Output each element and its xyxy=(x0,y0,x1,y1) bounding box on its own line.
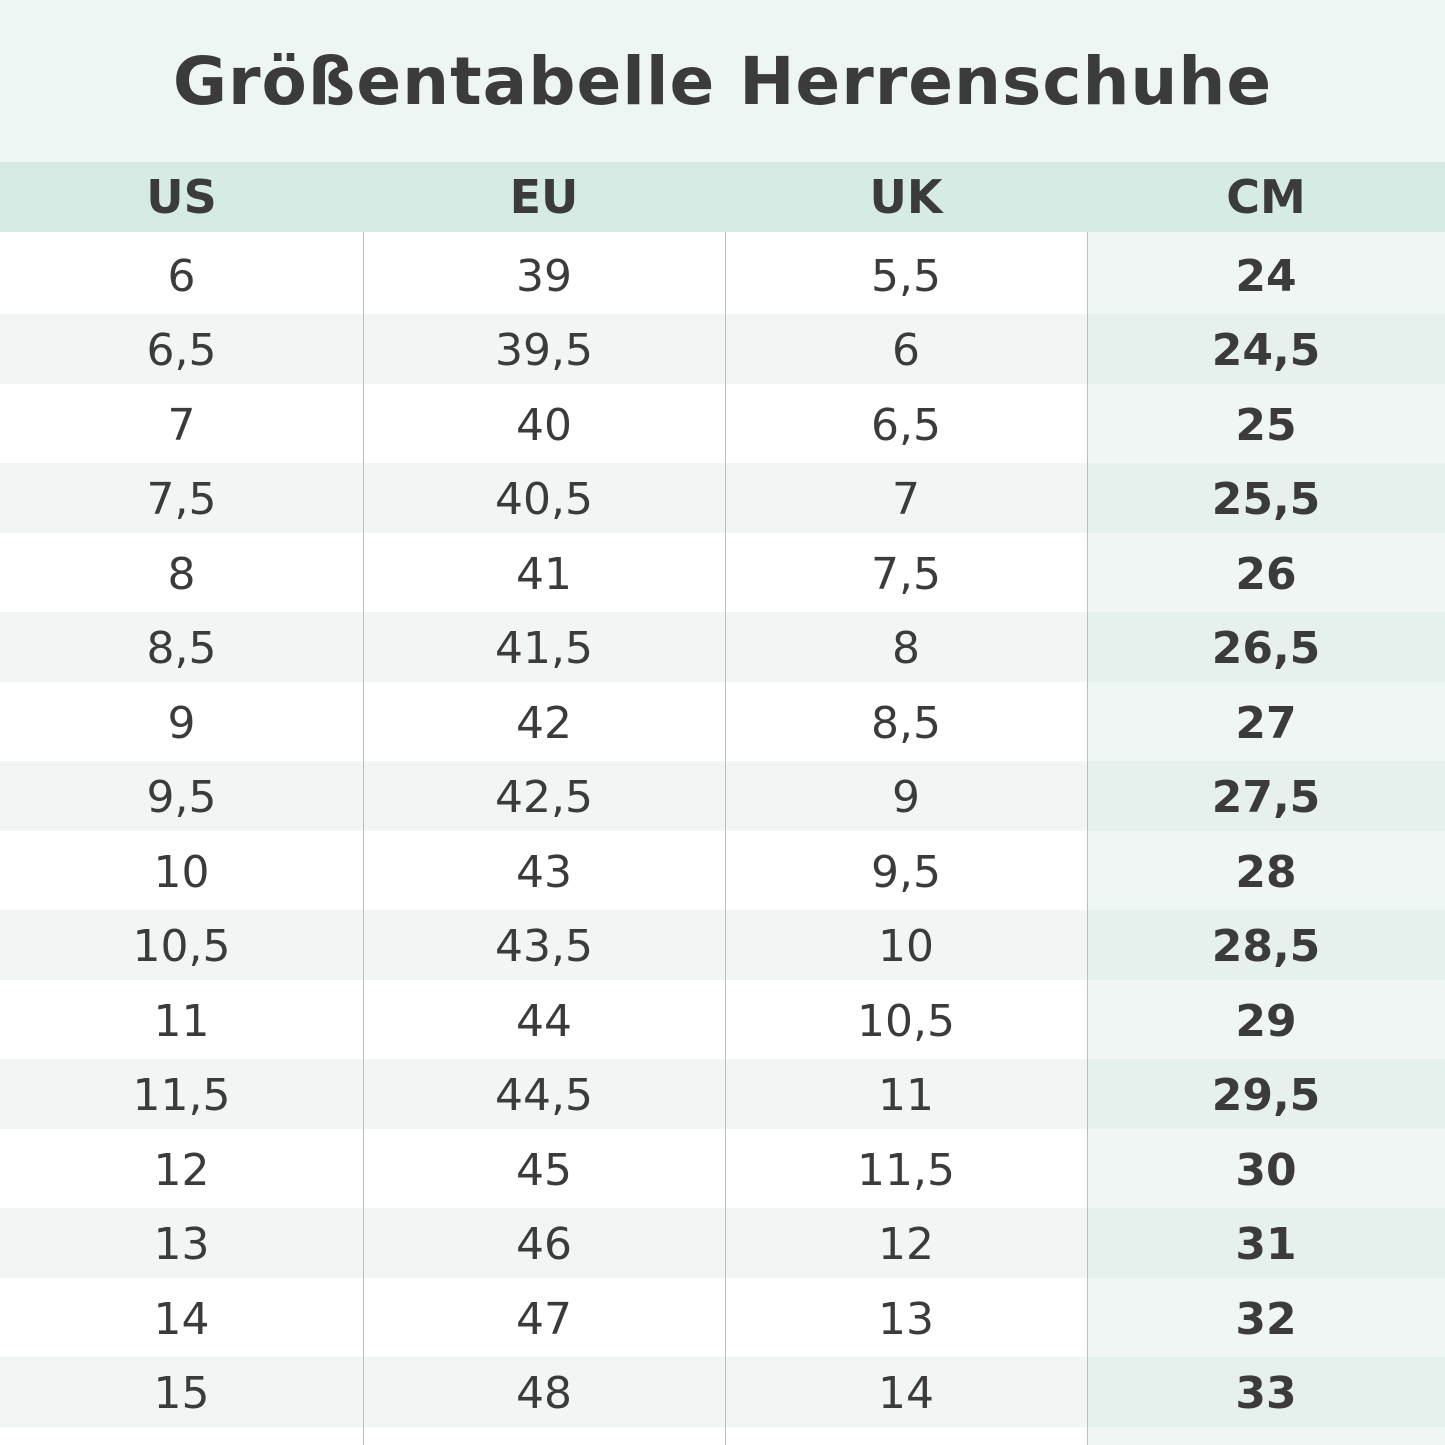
column-tint-stripe xyxy=(1087,1207,1445,1278)
table-cell: 47 xyxy=(516,1293,572,1345)
header-row xyxy=(0,162,1445,232)
table-cell: 30 xyxy=(1235,1144,1297,1196)
column-divider xyxy=(1087,232,1088,1445)
column-tint-stripe xyxy=(1087,313,1445,384)
table-cell: 43,5 xyxy=(495,921,593,972)
table-cell: 26 xyxy=(1235,548,1297,600)
table-cell: 5,5 xyxy=(871,250,941,302)
table-cell: 27,5 xyxy=(1211,772,1321,823)
table-cell: 13 xyxy=(153,1219,210,1270)
table-cell: 33 xyxy=(1235,1368,1297,1419)
table-cell: 12 xyxy=(878,1219,934,1270)
table-cell: 25,5 xyxy=(1211,474,1321,525)
table-cell: 11,5 xyxy=(132,1070,231,1121)
table-cell: 24 xyxy=(1235,250,1297,302)
table-cell: 44 xyxy=(516,995,572,1047)
table-cell: 9,5 xyxy=(146,772,217,823)
table-cell: 25 xyxy=(1235,399,1297,451)
table-cell: 14 xyxy=(153,1293,210,1345)
table-cell: 8 xyxy=(167,548,196,600)
table-cell: 39,5 xyxy=(495,325,593,376)
table-cell: 26,5 xyxy=(1211,623,1321,674)
column-tint-stripe xyxy=(1087,611,1445,682)
table-cell: 44,5 xyxy=(495,1070,593,1121)
column-tint-stripe xyxy=(1087,1356,1445,1427)
table-cell: 10,5 xyxy=(132,921,231,972)
table-cell: 43 xyxy=(516,846,572,898)
table-cell: 6 xyxy=(892,325,920,376)
table-cell: 6,5 xyxy=(871,399,941,451)
table-cell: 12 xyxy=(153,1144,210,1196)
title: Größentabelle Herrenschuhe xyxy=(172,42,1273,120)
table-cell: 10 xyxy=(153,846,210,898)
table-cell: 8,5 xyxy=(146,623,217,674)
column-header: UK xyxy=(869,170,943,224)
table-cell: 10,5 xyxy=(857,995,955,1047)
table-cell: 27 xyxy=(1235,697,1297,749)
title-bar: Größentabelle Herrenschuhe xyxy=(0,0,1445,162)
column-tint-stripe xyxy=(1087,462,1445,533)
column-header: CM xyxy=(1226,170,1306,224)
table-cell: 8,5 xyxy=(871,697,941,749)
column-tint-stripe xyxy=(1087,909,1445,980)
table-cell: 7 xyxy=(892,474,920,525)
table-cell: 14 xyxy=(878,1368,934,1419)
column-divider xyxy=(725,232,726,1445)
table-cell: 7 xyxy=(167,399,196,451)
table-cell: 29 xyxy=(1235,995,1297,1047)
table-cell: 7,5 xyxy=(146,474,217,525)
table-cell: 11 xyxy=(153,995,210,1047)
table-cell: 31 xyxy=(1235,1219,1297,1270)
table-cell: 29,5 xyxy=(1211,1070,1321,1121)
table-cell: 40 xyxy=(516,399,572,451)
column-tint-stripe xyxy=(1087,1058,1445,1129)
table-cell: 28 xyxy=(1235,846,1297,898)
table-cell: 9,5 xyxy=(871,846,941,898)
column-header: US xyxy=(146,170,217,224)
table-cell: 46 xyxy=(516,1219,572,1270)
table-cell: 10 xyxy=(878,921,934,972)
table-cell: 48 xyxy=(516,1368,572,1419)
table-cell: 8 xyxy=(892,623,920,674)
table-cell: 6 xyxy=(167,250,196,302)
table-cell: 28,5 xyxy=(1211,921,1321,972)
table-cell: 32 xyxy=(1235,1293,1297,1345)
column-divider xyxy=(363,232,364,1445)
table-cell: 6,5 xyxy=(146,325,217,376)
table-cell: 39 xyxy=(516,250,572,302)
table-cell: 41,5 xyxy=(495,623,593,674)
table-cell: 42,5 xyxy=(495,772,593,823)
table-cell: 11,5 xyxy=(857,1144,955,1196)
table-cell: 40,5 xyxy=(495,474,593,525)
table-cell: 11 xyxy=(878,1070,934,1121)
table-cell: 7,5 xyxy=(871,548,941,600)
table-cell: 24,5 xyxy=(1211,325,1321,376)
table-cell: 15 xyxy=(153,1368,210,1419)
table-cell: 13 xyxy=(878,1293,934,1345)
column-header: EU xyxy=(509,170,579,224)
table-cell: 45 xyxy=(516,1144,572,1196)
table-cell: 42 xyxy=(516,697,572,749)
table-cell: 9 xyxy=(892,772,920,823)
table-cell: 41 xyxy=(516,548,572,600)
column-tint-stripe xyxy=(1087,760,1445,831)
table-cell: 9 xyxy=(167,697,196,749)
